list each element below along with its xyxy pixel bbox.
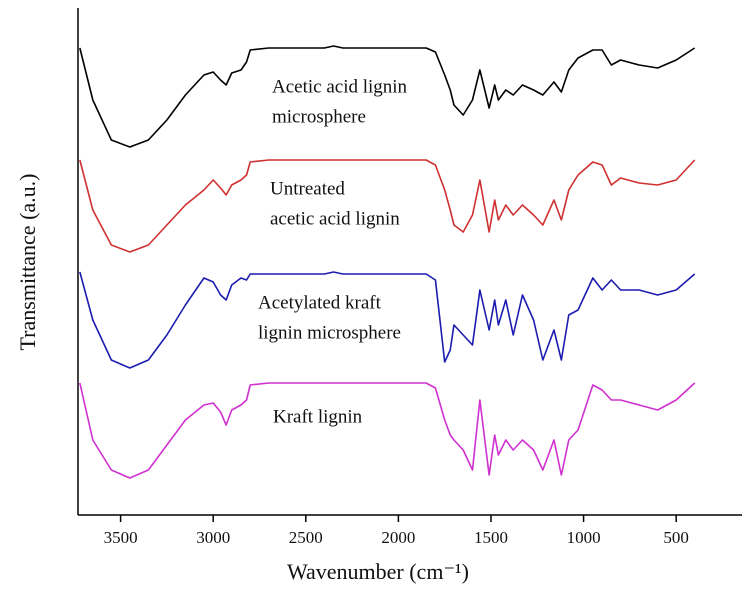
- x-tick-label: 2000: [381, 528, 415, 547]
- y-axis-title: Transmittance (a.u.): [15, 174, 40, 351]
- annotation: Acetic acid lignin: [272, 76, 408, 97]
- x-axis-title: Wavenumber (cm⁻¹): [287, 559, 469, 584]
- spectrum-line: [79, 45, 696, 148]
- annotation: Acetylated kraft: [258, 292, 382, 313]
- annotation: Untreated: [270, 178, 345, 199]
- spectrum-line: [79, 382, 696, 479]
- annotation: microsphere: [272, 106, 366, 127]
- x-tick-label: 1500: [474, 528, 508, 547]
- x-tick-label: 3500: [104, 528, 138, 547]
- spectrum-line: [79, 271, 696, 369]
- x-tick-label: 3000: [196, 528, 230, 547]
- annotation: lignin microsphere: [258, 322, 401, 343]
- x-tick-label: 1000: [567, 528, 601, 547]
- spectrum-line: [79, 159, 696, 253]
- x-tick-label: 2500: [289, 528, 323, 547]
- annotation: acetic acid lignin: [270, 208, 400, 229]
- x-tick-label: 500: [663, 528, 689, 547]
- annotation: Kraft lignin: [273, 406, 363, 427]
